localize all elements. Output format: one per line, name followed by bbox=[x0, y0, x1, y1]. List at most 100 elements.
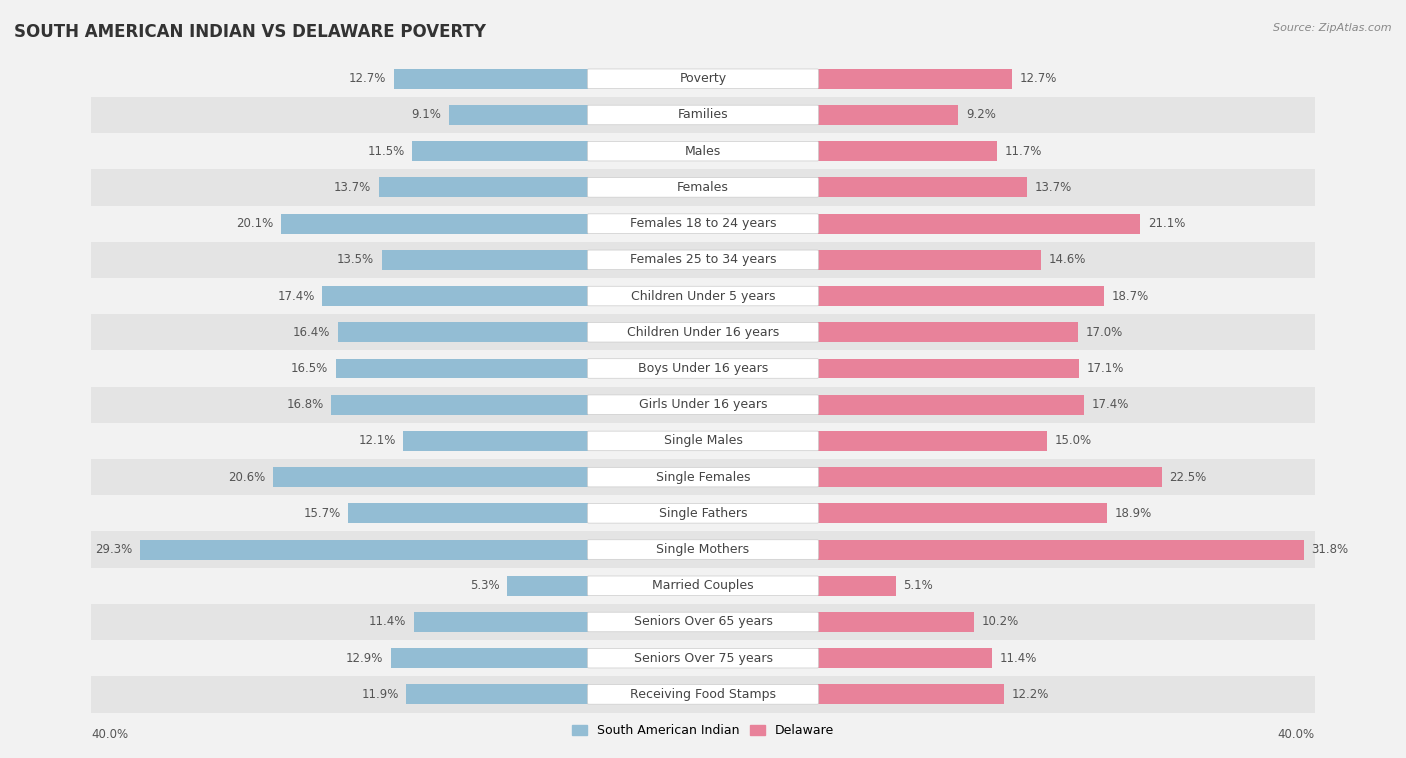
Bar bbox=[818, 395, 1084, 415]
Text: Children Under 16 years: Children Under 16 years bbox=[627, 326, 779, 339]
Bar bbox=[413, 612, 588, 632]
Text: 17.0%: 17.0% bbox=[1085, 326, 1122, 339]
Text: 13.7%: 13.7% bbox=[335, 181, 371, 194]
Text: 17.4%: 17.4% bbox=[1091, 398, 1129, 411]
Text: 11.9%: 11.9% bbox=[361, 688, 399, 701]
Bar bbox=[91, 97, 1315, 133]
Text: 9.1%: 9.1% bbox=[412, 108, 441, 121]
Bar bbox=[818, 467, 1161, 487]
Bar bbox=[818, 250, 1040, 270]
Bar bbox=[349, 503, 588, 523]
Bar bbox=[281, 214, 588, 233]
Bar bbox=[818, 105, 959, 125]
Bar bbox=[382, 250, 588, 270]
Legend: South American Indian, Delaware: South American Indian, Delaware bbox=[567, 719, 839, 742]
FancyBboxPatch shape bbox=[588, 612, 818, 631]
FancyBboxPatch shape bbox=[588, 322, 818, 342]
FancyBboxPatch shape bbox=[588, 431, 818, 451]
Bar bbox=[91, 278, 1315, 314]
FancyBboxPatch shape bbox=[588, 503, 818, 523]
Text: 11.5%: 11.5% bbox=[367, 145, 405, 158]
FancyBboxPatch shape bbox=[588, 648, 818, 668]
Text: Males: Males bbox=[685, 145, 721, 158]
Text: Children Under 5 years: Children Under 5 years bbox=[631, 290, 775, 302]
Bar bbox=[818, 69, 1012, 89]
Bar bbox=[141, 540, 588, 559]
Bar bbox=[91, 61, 1315, 97]
Bar bbox=[332, 395, 588, 415]
FancyBboxPatch shape bbox=[588, 540, 818, 559]
Text: 5.3%: 5.3% bbox=[470, 579, 499, 592]
Text: Families: Families bbox=[678, 108, 728, 121]
Bar bbox=[91, 459, 1315, 495]
Text: 11.7%: 11.7% bbox=[1004, 145, 1042, 158]
Bar bbox=[336, 359, 588, 378]
Text: 12.1%: 12.1% bbox=[359, 434, 395, 447]
Text: 11.4%: 11.4% bbox=[1000, 652, 1038, 665]
Text: 18.9%: 18.9% bbox=[1115, 507, 1152, 520]
FancyBboxPatch shape bbox=[588, 214, 818, 233]
Text: Married Couples: Married Couples bbox=[652, 579, 754, 592]
Bar bbox=[91, 640, 1315, 676]
Text: Single Mothers: Single Mothers bbox=[657, 543, 749, 556]
Text: Boys Under 16 years: Boys Under 16 years bbox=[638, 362, 768, 375]
FancyBboxPatch shape bbox=[588, 395, 818, 415]
Bar bbox=[818, 431, 1047, 451]
Bar bbox=[91, 604, 1315, 640]
Bar bbox=[91, 423, 1315, 459]
Text: 11.4%: 11.4% bbox=[368, 615, 406, 628]
Text: 15.0%: 15.0% bbox=[1054, 434, 1092, 447]
Bar bbox=[406, 684, 588, 704]
Text: Receiving Food Stamps: Receiving Food Stamps bbox=[630, 688, 776, 701]
Text: 40.0%: 40.0% bbox=[1278, 728, 1315, 741]
Text: SOUTH AMERICAN INDIAN VS DELAWARE POVERTY: SOUTH AMERICAN INDIAN VS DELAWARE POVERT… bbox=[14, 23, 486, 41]
Bar bbox=[818, 540, 1303, 559]
FancyBboxPatch shape bbox=[588, 359, 818, 378]
Text: Females 25 to 34 years: Females 25 to 34 years bbox=[630, 253, 776, 266]
Bar bbox=[391, 648, 588, 668]
Text: 9.2%: 9.2% bbox=[966, 108, 995, 121]
Bar bbox=[818, 322, 1077, 342]
Text: 17.1%: 17.1% bbox=[1087, 362, 1125, 375]
Text: 31.8%: 31.8% bbox=[1312, 543, 1348, 556]
Text: 20.6%: 20.6% bbox=[228, 471, 266, 484]
Bar bbox=[818, 576, 896, 596]
Bar bbox=[91, 568, 1315, 604]
FancyBboxPatch shape bbox=[588, 69, 818, 89]
Bar bbox=[91, 387, 1315, 423]
FancyBboxPatch shape bbox=[588, 142, 818, 161]
FancyBboxPatch shape bbox=[588, 177, 818, 197]
Text: 12.9%: 12.9% bbox=[346, 652, 384, 665]
Text: 13.7%: 13.7% bbox=[1035, 181, 1071, 194]
Bar bbox=[378, 177, 588, 197]
Bar bbox=[91, 205, 1315, 242]
FancyBboxPatch shape bbox=[588, 684, 818, 704]
Bar bbox=[91, 314, 1315, 350]
Text: Single Fathers: Single Fathers bbox=[659, 507, 747, 520]
Text: 16.8%: 16.8% bbox=[287, 398, 323, 411]
Bar bbox=[818, 359, 1080, 378]
Bar bbox=[273, 467, 588, 487]
Text: Single Males: Single Males bbox=[664, 434, 742, 447]
FancyBboxPatch shape bbox=[588, 576, 818, 596]
Text: 15.7%: 15.7% bbox=[304, 507, 340, 520]
Bar bbox=[818, 214, 1140, 233]
Bar bbox=[404, 431, 588, 451]
Bar bbox=[91, 531, 1315, 568]
Text: 20.1%: 20.1% bbox=[236, 217, 273, 230]
Text: 16.5%: 16.5% bbox=[291, 362, 329, 375]
Text: 12.7%: 12.7% bbox=[1019, 72, 1057, 85]
Text: 5.1%: 5.1% bbox=[903, 579, 934, 592]
Bar bbox=[508, 576, 588, 596]
Bar bbox=[818, 612, 973, 632]
Bar bbox=[818, 286, 1104, 306]
Bar bbox=[91, 350, 1315, 387]
Text: Single Females: Single Females bbox=[655, 471, 751, 484]
FancyBboxPatch shape bbox=[588, 105, 818, 125]
Bar bbox=[412, 141, 588, 161]
Bar bbox=[818, 503, 1107, 523]
Bar bbox=[818, 141, 997, 161]
FancyBboxPatch shape bbox=[588, 250, 818, 270]
Text: Seniors Over 65 years: Seniors Over 65 years bbox=[634, 615, 772, 628]
Text: 10.2%: 10.2% bbox=[981, 615, 1018, 628]
